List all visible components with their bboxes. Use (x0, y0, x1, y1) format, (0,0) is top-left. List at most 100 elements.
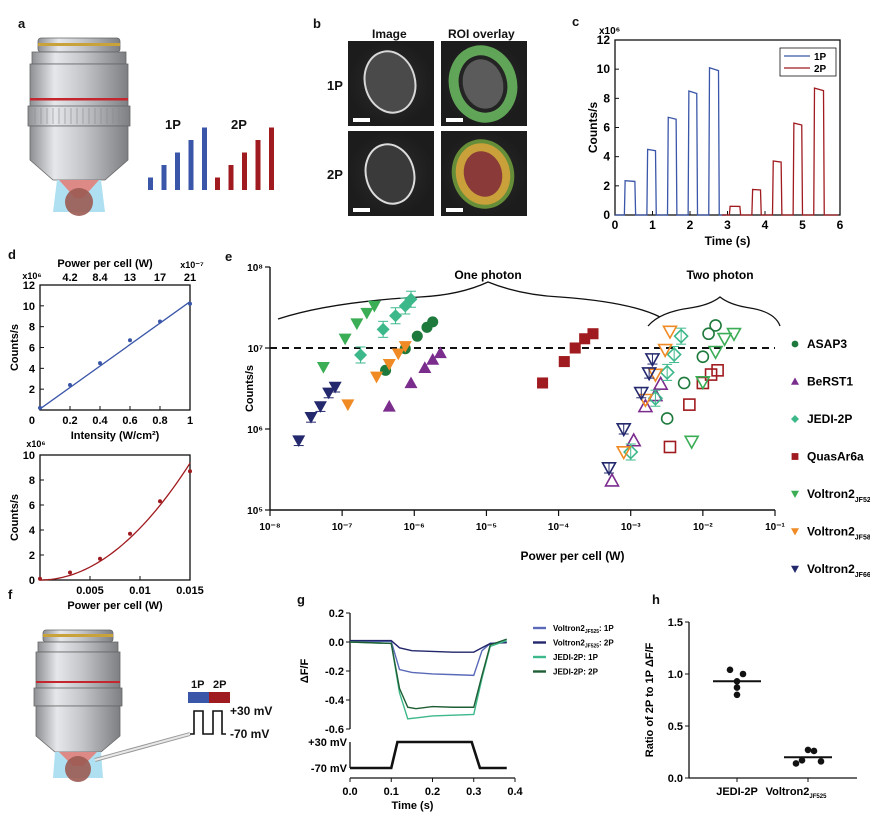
panel-label-f: f (8, 587, 13, 602)
image-1p (348, 41, 434, 126)
col-header-roi-overlay: ROI overlay (448, 27, 515, 41)
point-voltron2-jf669-2p (644, 353, 661, 368)
voltage-label-high: +30 mV (308, 737, 347, 749)
origin-label: 0 (29, 415, 35, 427)
f-voltage-low: -70 mV (230, 727, 270, 741)
x-tick-label: 0.01 (129, 585, 150, 597)
x-tick-label: 1 (187, 415, 193, 427)
x-tick-label: 0 (612, 218, 619, 232)
data-point (733, 677, 741, 685)
point-voltron2-jf669-1p (292, 435, 306, 448)
point-voltron2-jf525-1p (338, 333, 352, 346)
data-point (810, 747, 818, 755)
point-voltron2-jf525-1p (316, 361, 330, 374)
annotation-two-photon: Two photon (686, 268, 753, 282)
bar-label-1p: 1P (165, 117, 181, 132)
panel-label-e: e (225, 249, 233, 264)
point-voltron2-jf669-1p (313, 401, 327, 413)
point-quasar6a-2p (663, 440, 677, 454)
point-quasar6a-1p (558, 356, 570, 368)
y-tick-label: 12 (23, 280, 35, 292)
voltage-label-low: -70 mV (311, 763, 348, 775)
legend-subscript: JF585 (855, 535, 870, 542)
y-tick-label: 2 (603, 179, 610, 193)
legend-box (779, 47, 837, 77)
bar-1p (161, 165, 167, 190)
roi-overlay-2p (441, 131, 527, 216)
plot-frame (39, 284, 191, 411)
x-tick-label: 10⁻⁷ (332, 522, 353, 533)
y-tick-label: 0 (29, 575, 35, 587)
x-tick-label: 6 (837, 218, 844, 232)
panel-label-d: d (8, 247, 16, 262)
point-voltron2-jf669-1p (322, 387, 336, 400)
y-tick-label: 0.2 (329, 608, 344, 620)
panel-label-b: b (313, 16, 321, 31)
x-tick-label: 0.1 (384, 786, 399, 798)
legend-marker (791, 565, 799, 573)
legend-label: Voltron2JF585 (807, 525, 870, 542)
chart-g-dff-traces: 0.2 0.0 -0.2 -0.4 -0.6 ΔF/F +30 mV -70 mV 0.0 0.1… (299, 608, 614, 812)
legend-subscript: JF669 (855, 572, 870, 579)
y-tick-label: 0.5 (668, 721, 683, 733)
point-asap3-1p (411, 330, 423, 342)
legend-label: BeRST1 (807, 375, 853, 389)
legend-name: Voltron2 (807, 562, 855, 576)
row-header-1p: 1P (327, 78, 343, 93)
top-x-tick-label: 21 (184, 272, 196, 284)
point-voltron2-jf585-1p (391, 348, 405, 361)
legend-name: Voltron2 (807, 525, 855, 539)
legend-name: JEDI-2P (807, 412, 852, 426)
chart-h-ratio-dotplot: 0.0 0.5 1.0 1.5 Ratio of 2P to 1P ΔF/F JEDI-2… (644, 617, 857, 800)
y-axis-label: Counts/s (586, 102, 600, 154)
point-jedi-2p-1p (354, 348, 368, 362)
y-tick-label: 6 (29, 343, 35, 355)
point-jedi-2p-2p (659, 364, 675, 381)
point-jedi-2p-1p (404, 292, 418, 306)
legend-subscript: JF525 (585, 644, 599, 650)
top-x-tick-label: 13 (124, 272, 136, 284)
point-voltron2-jf525-2p (694, 376, 711, 391)
x-tick-label: 0.6 (122, 415, 137, 427)
legend-label: Voltron2JF669 (807, 562, 870, 579)
point-asap3-2p (677, 376, 691, 390)
legend-label: JEDI-2P: 2P (553, 668, 599, 677)
point-quasar6a-1p (537, 377, 549, 389)
point-berst1-2p (604, 472, 620, 487)
point-voltron2-jf669-1p (304, 411, 318, 424)
legend-name: ASAP3 (807, 337, 847, 351)
point-berst1-1p (433, 346, 447, 359)
x-tick-label: 0.4 (507, 786, 523, 798)
x-tick-label: 10⁻² (693, 522, 713, 533)
point-voltron2-jf585-2p (615, 446, 632, 461)
x-tick-label: 3 (724, 218, 731, 232)
x-tick-label: 4 (762, 218, 769, 232)
x-tick-label: 0.2 (425, 786, 440, 798)
chart-e-brightness-vs-power: 10⁻⁸ 10⁻⁷ 10⁻⁶ 10⁻⁵ 10⁻⁴ 10⁻³ 10⁻² 10⁻¹ 10⁵ 10⁶ 10… (244, 263, 870, 579)
top-x-tick-label: 4.2 (62, 272, 77, 284)
x-tick-label: 10⁻⁴ (548, 522, 569, 533)
data-point (158, 499, 162, 504)
y-axis-label: ΔF/F (299, 659, 311, 684)
top-x-axis-label: Power per cell (W) (57, 258, 153, 270)
point-asap3-2p (709, 319, 722, 332)
legend-suffix: : 1P (599, 624, 614, 633)
bar-label-2p: 2P (231, 117, 247, 132)
y-tick-label: 4 (603, 150, 610, 164)
point-quasar6a-1p (579, 333, 591, 345)
legend-label: Voltron2JF525 (807, 487, 870, 504)
y-tick-label: 2 (29, 550, 35, 562)
y-axis-label: Counts/s (244, 365, 256, 412)
x-tick-label: 10⁻⁵ (476, 522, 497, 533)
legend-label: ASAP3 (807, 337, 847, 351)
legend-suffix: : 2P (599, 639, 614, 648)
y-tick-label: 6 (603, 121, 610, 135)
x-tick-label: 2 (687, 218, 694, 232)
y-tick-label: -0.4 (325, 695, 345, 707)
point-voltron2-jf669-2p (633, 386, 650, 401)
x-tick-label: 0.4 (92, 415, 108, 427)
point-voltron2-jf585-2p (657, 343, 673, 358)
top-x-tick-label: 17 (154, 272, 166, 284)
data-point (68, 570, 72, 575)
